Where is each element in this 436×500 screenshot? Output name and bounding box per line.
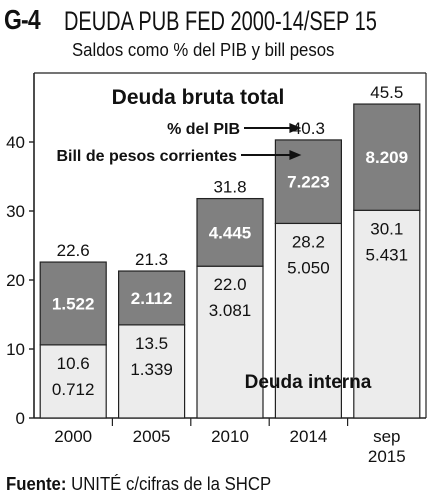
source-label: Fuente: bbox=[6, 474, 67, 494]
bar-segment-internal bbox=[196, 265, 264, 419]
bar-external-bill-label: 2.112 bbox=[131, 289, 173, 308]
bar-internal-pct-label: 30.1 bbox=[370, 219, 403, 238]
series-label-internal: Deuda interna bbox=[245, 372, 372, 393]
bar-external-bill-label: 7.223 bbox=[287, 173, 330, 192]
bar-segment-internal bbox=[353, 209, 421, 419]
source-text: UNITÉ c/cifras de la SHCP bbox=[71, 474, 272, 494]
y-tick-label: 10 bbox=[6, 340, 25, 359]
bar-segment-internal bbox=[117, 324, 186, 419]
bar-total-label: 22.6 bbox=[57, 241, 90, 260]
bar-internal-bill-label: 0.712 bbox=[52, 380, 95, 399]
x-tick-label: 2000 bbox=[54, 427, 92, 446]
bar-external-bill-label: 4.445 bbox=[209, 223, 252, 242]
chart-header: G-4 DEUDA PUB FED 2000-14/SEP 15 Saldos … bbox=[0, 0, 436, 70]
annotation-arrowhead bbox=[289, 150, 302, 160]
stacked-bar-chart: 0 10 20 30 40 22.6 1.522 10.6 0.712 2000 21.3 2.112… bbox=[6, 72, 427, 466]
source-note: Fuente: UNITÉ c/cifras de la SHCP bbox=[6, 474, 271, 495]
bar-segment-external bbox=[39, 261, 107, 346]
bar-internal-bill-label: 3.081 bbox=[209, 301, 252, 320]
y-tick-label: 40 bbox=[6, 133, 25, 152]
annotation-pct-pib: % del PIB bbox=[167, 121, 240, 138]
x-tick-label: 2014 bbox=[289, 427, 327, 446]
bar-segment-external bbox=[353, 103, 421, 211]
y-tick-label: 0 bbox=[16, 409, 25, 428]
plot-title: Deuda bruta total bbox=[112, 86, 285, 109]
bar-internal-pct-label: 22.0 bbox=[213, 275, 246, 294]
x-tick-label: 2015 bbox=[368, 447, 406, 466]
bar-segment-external bbox=[117, 270, 186, 326]
bar-total-label: 45.5 bbox=[370, 83, 403, 102]
bar-internal-pct-label: 10.6 bbox=[57, 354, 90, 373]
y-tick-label: 20 bbox=[6, 271, 25, 290]
bar-internal-bill-label: 5.431 bbox=[366, 245, 409, 264]
chart-subtitle: Saldos como % del PIB y bill pesos bbox=[72, 40, 335, 60]
chart-code: G-4 bbox=[4, 4, 41, 35]
bar-internal-pct-label: 28.2 bbox=[292, 232, 325, 251]
bar-total-label: 40.3 bbox=[292, 119, 325, 138]
x-tick-label: 2005 bbox=[133, 427, 171, 446]
x-tick-label: 2010 bbox=[211, 427, 249, 446]
bar-segment-external bbox=[274, 139, 342, 225]
bar-external-bill-label: 1.522 bbox=[52, 294, 95, 313]
bar-total-label: 21.3 bbox=[135, 250, 168, 269]
bar-internal-bill-label: 1.339 bbox=[130, 360, 173, 379]
bar-total-label: 31.8 bbox=[213, 178, 246, 197]
y-tick-label: 30 bbox=[6, 202, 25, 221]
annotation-arrowhead bbox=[289, 123, 302, 133]
chart-title: DEUDA PUB FED 2000-14/SEP 15 bbox=[64, 6, 377, 36]
annotation-bill-pesos: Bill de pesos corrientes bbox=[56, 148, 237, 165]
bar-external-bill-label: 8.209 bbox=[366, 148, 409, 167]
bar-internal-pct-label: 13.5 bbox=[135, 334, 168, 353]
bar-segment-internal bbox=[274, 222, 342, 419]
bar-internal-bill-label: 5.050 bbox=[287, 258, 330, 277]
bar-segment-external bbox=[196, 197, 264, 267]
x-tick-label: sep bbox=[373, 427, 400, 446]
